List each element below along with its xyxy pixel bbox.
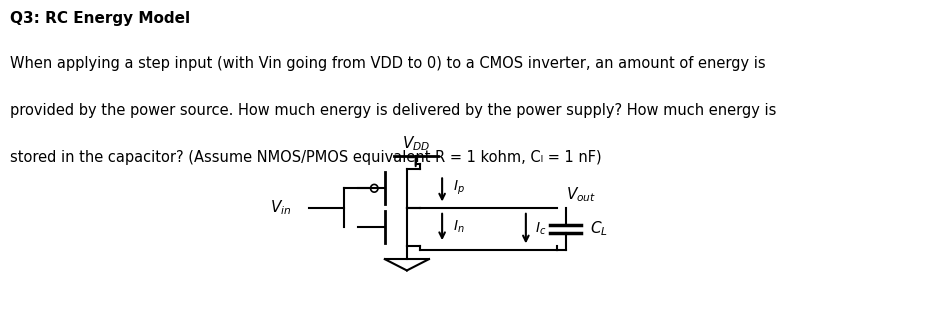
Text: provided by the power source. How much energy is delivered by the power supply? : provided by the power source. How much e… bbox=[10, 103, 776, 118]
Text: $I_p$: $I_p$ bbox=[453, 179, 464, 197]
Text: $I_n$: $I_n$ bbox=[453, 219, 464, 235]
Text: $C_L$: $C_L$ bbox=[589, 219, 608, 238]
Text: When applying a step input (with Vin going from VDD to 0) to a CMOS inverter, an: When applying a step input (with Vin goi… bbox=[10, 56, 766, 71]
Text: stored in the capacitor? (Assume NMOS/PMOS equivalent R = 1 kohm, Cₗ = 1 nF): stored in the capacitor? (Assume NMOS/PM… bbox=[10, 150, 601, 164]
Text: $V_{in}$: $V_{in}$ bbox=[270, 198, 291, 217]
Text: Q3: RC Energy Model: Q3: RC Energy Model bbox=[10, 11, 191, 26]
Text: $V_{out}$: $V_{out}$ bbox=[565, 186, 596, 204]
Text: $I_c$: $I_c$ bbox=[534, 220, 546, 237]
Text: $V_{DD}$: $V_{DD}$ bbox=[402, 134, 430, 153]
